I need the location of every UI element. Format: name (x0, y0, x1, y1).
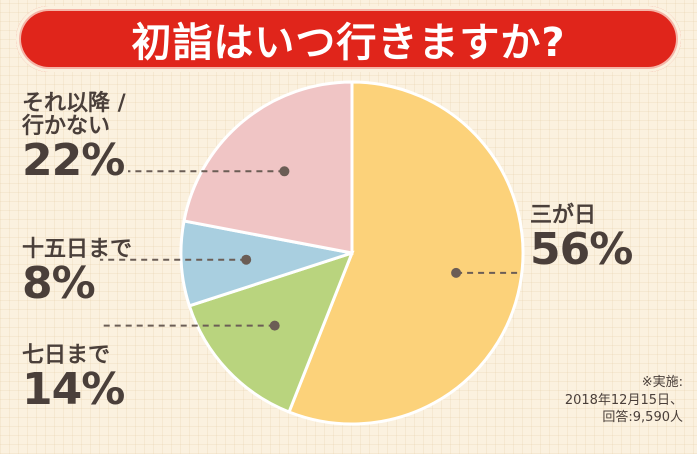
title-banner: 初詣はいつ行きますか? (16, 6, 681, 72)
pie-slice-3 (182, 80, 354, 255)
label-sanganichi: 三が日 56% (530, 203, 633, 276)
label-later: それ以降 / 行かない 22% (22, 92, 126, 184)
slice-label-3-line1: それ以降 / (22, 91, 126, 116)
slice-label-0: 三が日 (530, 203, 597, 228)
pie-slice-0 (287, 80, 525, 426)
note-line-1: ※実施: (641, 375, 683, 390)
slice-value-3: 22% (22, 135, 125, 187)
slice-label-2: 十五日まで (22, 237, 133, 262)
slice-label-3-line2: 行かない (22, 114, 111, 140)
leader-dot-3 (279, 166, 290, 177)
chart-title: 初詣はいつ行きますか? (131, 20, 566, 66)
leader-dot-2 (241, 254, 252, 265)
note-line-2: 2018年12月15日、 (564, 392, 683, 408)
slice-value-1: 14% (22, 364, 125, 416)
survey-note: ※実施: 2018年12月15日、 回答:9,590人 (565, 374, 683, 427)
note-line-3: 回答:9,590人 (602, 410, 683, 426)
leader-dot-0 (451, 267, 462, 278)
slice-value-0: 56% (530, 224, 633, 276)
slice-value-2: 8% (22, 258, 96, 310)
label-fifteen: 十五日まで 8% (22, 238, 132, 307)
leader-dot-1 (269, 320, 280, 331)
slice-label-1: 七日まで (22, 343, 111, 368)
label-seven: 七日まで 14% (22, 343, 125, 416)
